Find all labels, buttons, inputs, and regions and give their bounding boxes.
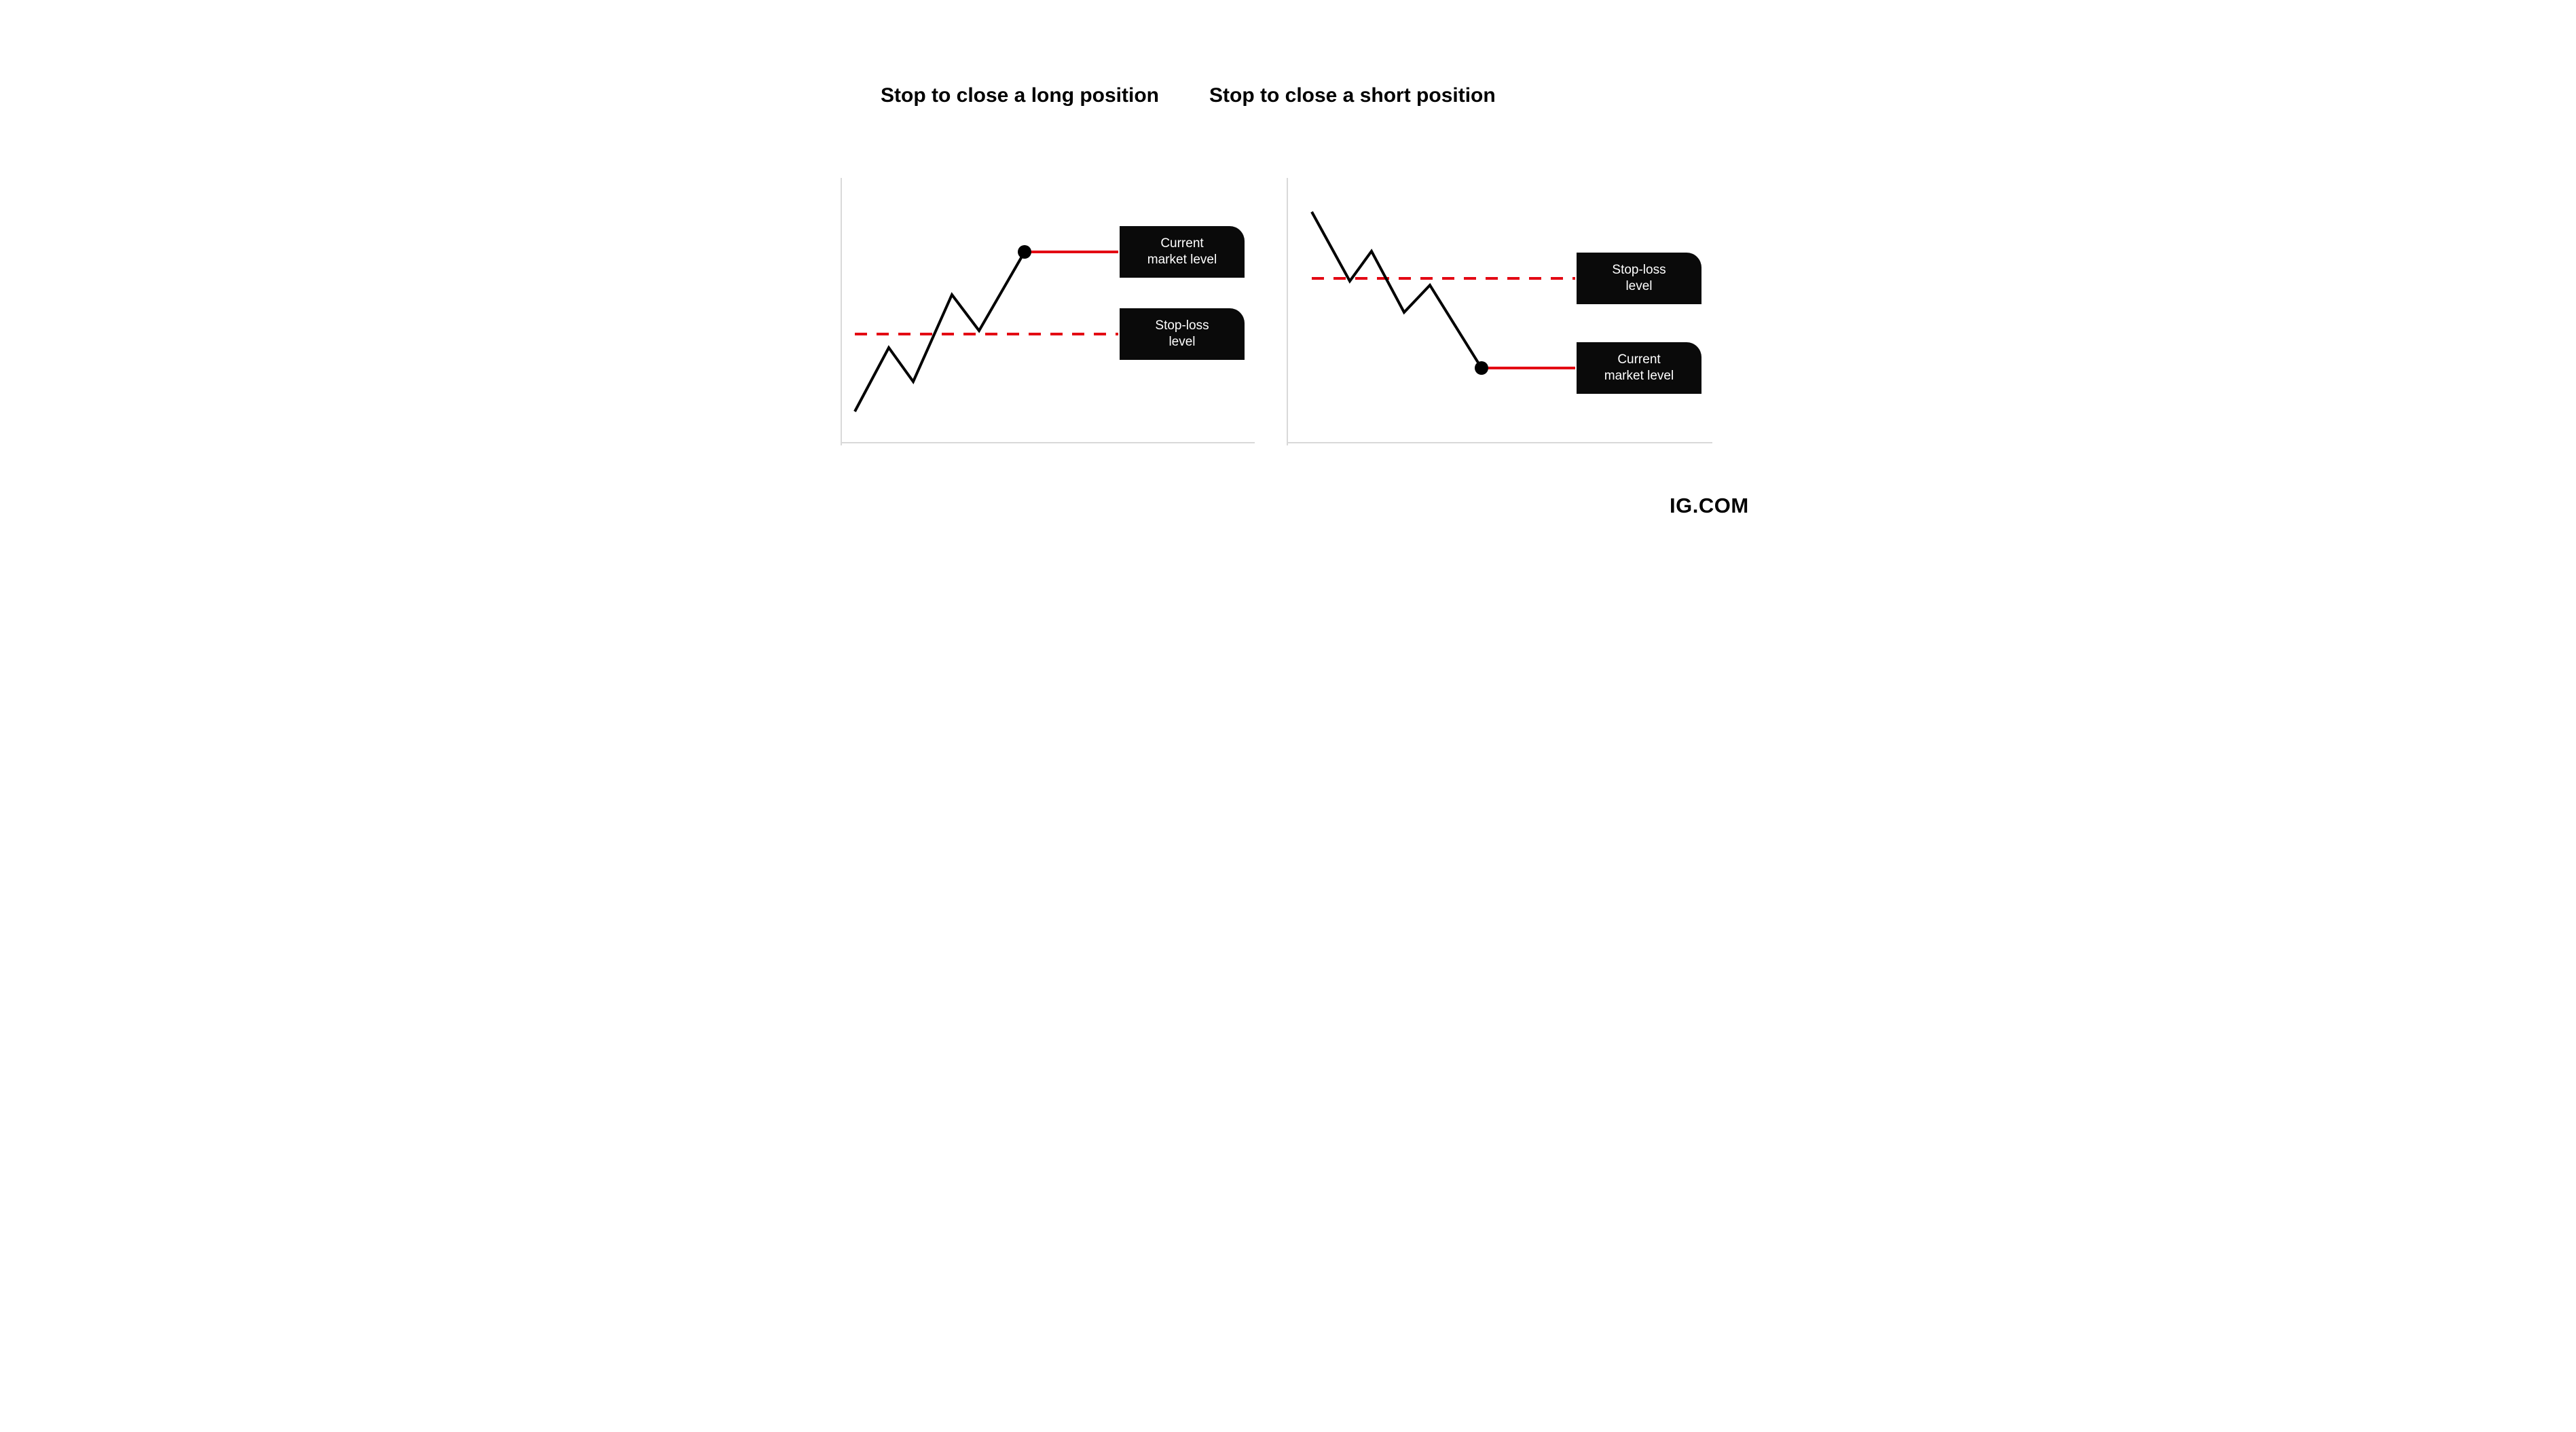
right-current-level-label: Current market level	[1577, 342, 1701, 394]
right-panel-title: Stop to close a short position	[1209, 84, 1496, 107]
diagram-canvas: Stop to close a long position Current ma…	[792, 0, 1784, 551]
left-stop-loss-label: Stop-loss level	[1120, 308, 1245, 360]
left-marker-dot	[1018, 245, 1031, 259]
left-chart-frame: Current market level Stop-loss level	[839, 178, 1255, 445]
right-chart-svg	[1285, 178, 1712, 445]
right-price-line	[1312, 212, 1482, 368]
left-current-level-label: Current market level	[1120, 226, 1245, 278]
right-stop-loss-label: Stop-loss level	[1577, 253, 1701, 304]
left-price-line	[855, 252, 1025, 411]
right-marker-dot	[1475, 361, 1488, 375]
brand-watermark: IG.COM	[1670, 494, 1749, 518]
right-chart-frame: Stop-loss level Current market level	[1285, 178, 1712, 445]
left-panel-title: Stop to close a long position	[881, 84, 1159, 107]
